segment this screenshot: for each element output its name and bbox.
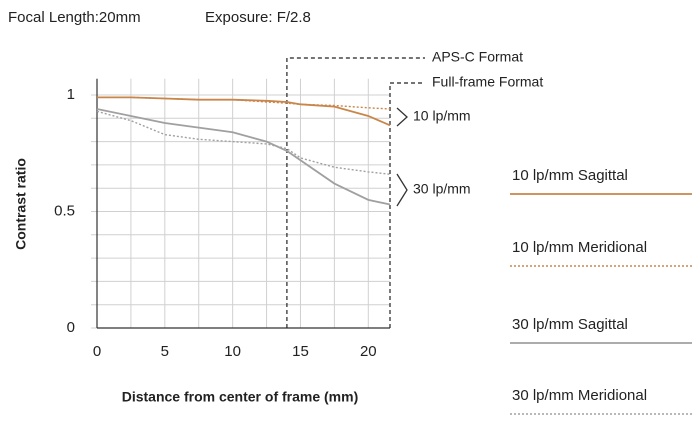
series-line — [96, 108, 391, 206]
annotation: 10 lp/mm — [413, 108, 471, 124]
y-axis-label: Contrast ratio — [13, 158, 29, 250]
series-line — [96, 110, 391, 175]
header-focal: Focal Length:20mm — [8, 9, 141, 26]
brace — [396, 173, 408, 207]
format-label: APS-C Format — [432, 49, 523, 65]
y-tick-label: 1 — [67, 86, 75, 103]
x-tick-label: 0 — [93, 343, 101, 360]
series-line — [97, 96, 391, 127]
x-axis-label: Distance from center of frame (mm) — [122, 389, 359, 405]
legend-label: 10 lp/mm Sagittal — [512, 167, 628, 184]
format-line — [286, 57, 425, 328]
legend-label: 30 lp/mm Meridional — [512, 387, 647, 404]
series-line — [97, 96, 391, 110]
annotation: 30 lp/mm — [413, 181, 471, 197]
y-tick-label: 0 — [67, 319, 75, 336]
format-label: Full-frame Format — [432, 74, 543, 90]
header-exposure: Exposure: F/2.8 — [205, 9, 311, 26]
legend-label: 30 lp/mm Sagittal — [512, 316, 628, 333]
x-tick-label: 15 — [292, 343, 309, 360]
x-tick-label: 5 — [161, 343, 169, 360]
y-tick-label: 0.5 — [54, 202, 75, 219]
format-line — [389, 82, 425, 328]
x-tick-label: 20 — [360, 343, 377, 360]
legend-label: 10 lp/mm Meridional — [512, 239, 647, 256]
x-tick-label: 10 — [224, 343, 241, 360]
brace — [396, 107, 408, 127]
